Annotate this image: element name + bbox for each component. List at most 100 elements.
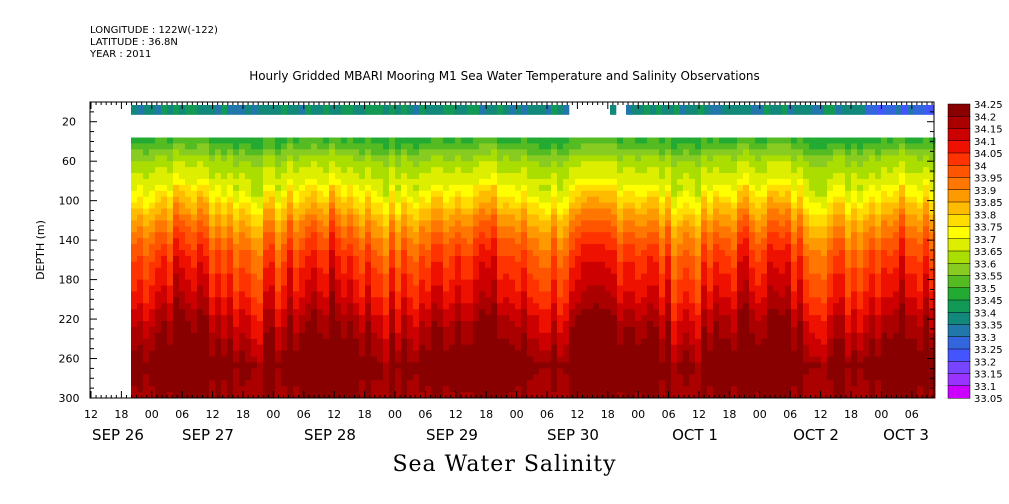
heatmap-cell [293, 344, 300, 352]
heatmap-cell [395, 238, 402, 245]
heatmap-cell [497, 362, 504, 369]
heatmap-cell [713, 190, 720, 198]
heatmap-cell [503, 267, 510, 275]
heatmap-cell [725, 326, 732, 334]
heatmap-cell [233, 155, 240, 162]
heatmap-cell [509, 250, 516, 257]
heatmap-cell [275, 374, 282, 381]
heatmap-cell [323, 273, 330, 281]
heatmap-cell [335, 214, 342, 221]
heatmap-cell [233, 297, 240, 304]
heatmap-cell [503, 208, 510, 215]
heatmap-cell [617, 250, 624, 257]
heatmap-cell [197, 244, 204, 251]
heatmap-cell [431, 208, 438, 215]
heatmap-cell [797, 238, 804, 245]
heatmap-cell [551, 309, 558, 316]
heatmap-cell [203, 184, 210, 192]
heatmap-cell [365, 309, 372, 316]
heatmap-cell [527, 267, 534, 275]
heatmap-cell [611, 356, 618, 363]
heatmap-cell [647, 344, 654, 352]
heatmap-cell [755, 196, 762, 204]
heatmap-cell [797, 184, 804, 192]
heatmap-cell [329, 356, 336, 363]
heatmap-cell [281, 244, 288, 251]
heatmap-cell [521, 273, 528, 281]
heatmap-cell [191, 261, 198, 269]
heatmap-cell [389, 208, 396, 215]
heatmap-cell [611, 285, 618, 292]
heatmap-cell [587, 161, 594, 168]
heatmap-cell [437, 309, 444, 316]
heatmap-cell [605, 261, 612, 269]
heatmap-cell [149, 380, 156, 387]
heatmap-cell [245, 374, 252, 381]
heatmap-cell [311, 202, 318, 210]
heatmap-cell [587, 167, 594, 174]
heatmap-cell [539, 238, 546, 245]
heatmap-cell [791, 261, 798, 269]
heatmap-cell [287, 196, 294, 204]
heatmap-cell [437, 167, 444, 174]
heatmap-cell [371, 374, 378, 381]
heatmap-cell [215, 297, 222, 304]
heatmap-cell [161, 167, 168, 174]
heatmap-cell [545, 362, 552, 369]
heatmap-cell [299, 267, 306, 275]
heatmap-cell [779, 149, 786, 156]
heatmap-cell [425, 155, 432, 162]
heatmap-cell [785, 309, 792, 316]
heatmap-cell [605, 208, 612, 215]
heatmap-cell [683, 350, 690, 358]
heatmap-cell [779, 374, 786, 381]
heatmap-cell [449, 167, 456, 174]
heatmap-cell [701, 244, 708, 251]
heatmap-cell [761, 178, 768, 186]
heatmap-cell [599, 190, 606, 198]
heatmap-cell [191, 190, 198, 198]
heatmap-cell [197, 273, 204, 281]
heatmap-cell [401, 155, 408, 162]
heatmap-cell [377, 202, 384, 210]
heatmap-cell [161, 380, 168, 387]
heatmap-cell [347, 167, 354, 174]
heatmap-cell [407, 161, 414, 168]
heatmap-cell [773, 208, 780, 215]
heatmap-cell [239, 350, 246, 358]
heatmap-cell [437, 261, 444, 269]
heatmap-cell [659, 321, 666, 328]
heatmap-cell [323, 362, 330, 369]
heatmap-cell [347, 344, 354, 352]
heatmap-cell [479, 267, 486, 275]
heatmap-cell [245, 338, 252, 346]
heatmap-cell [503, 214, 510, 221]
heatmap-cell [653, 273, 660, 281]
heatmap-cell [359, 149, 366, 156]
heatmap-cell [599, 173, 606, 180]
heatmap-cell [695, 190, 702, 198]
heatmap-cell [545, 196, 552, 204]
heatmap-cell [809, 190, 816, 198]
heatmap-cell [551, 326, 558, 334]
heatmap-cell [449, 214, 456, 221]
heatmap-cell [497, 279, 504, 287]
heatmap-cell [269, 220, 276, 227]
heatmap-cell [779, 196, 786, 204]
heatmap-cell [659, 267, 666, 275]
heatmap-cell [263, 208, 270, 215]
heatmap-cell [437, 338, 444, 346]
heatmap-cell [455, 386, 462, 393]
heatmap-cell [185, 173, 192, 180]
heatmap-cell [371, 184, 378, 192]
heatmap-cell [503, 338, 510, 346]
heatmap-cell [173, 202, 180, 210]
heatmap-cell [203, 273, 210, 281]
heatmap-cell [389, 297, 396, 304]
heatmap-cell [323, 214, 330, 221]
heatmap-cell [197, 332, 204, 340]
heatmap-cell [743, 374, 750, 381]
heatmap-cell [275, 332, 282, 340]
heatmap-cell [251, 386, 258, 393]
heatmap-cell [275, 380, 282, 387]
